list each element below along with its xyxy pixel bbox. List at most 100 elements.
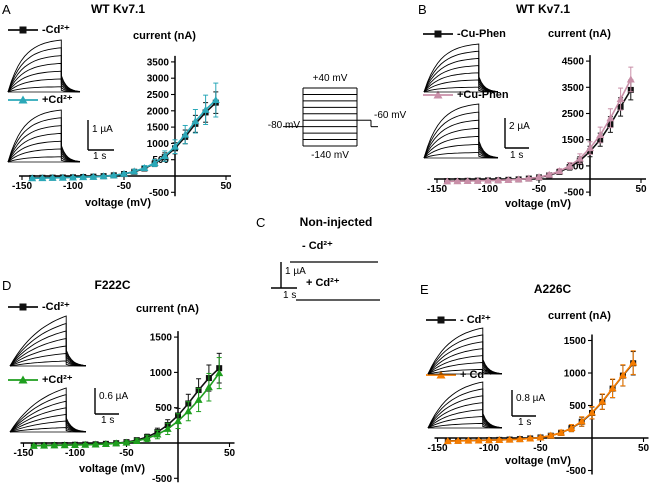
current-traces-inset bbox=[423, 43, 499, 93]
series-line bbox=[447, 89, 632, 182]
scale-bar bbox=[271, 262, 297, 289]
marker-triangle bbox=[99, 172, 108, 180]
marker-triangle bbox=[140, 164, 149, 172]
panel-a-legend-minus-label: -Cd²⁺ bbox=[42, 24, 70, 36]
tick-label: 500 bbox=[155, 403, 172, 414]
tick-label: -50 bbox=[533, 443, 548, 454]
panel-d-legend-plus-label: +Cd²⁺ bbox=[42, 374, 73, 386]
scale-bar bbox=[511, 390, 536, 417]
panel-d-scale-time-label: 1 s bbox=[101, 415, 115, 426]
current-trace bbox=[423, 152, 498, 159]
tick-label: 1500 bbox=[562, 135, 585, 146]
panel-d-scale-amplitude-label: 0.6 µA bbox=[99, 391, 129, 402]
marker-triangle bbox=[524, 174, 533, 182]
tick-label: 1000 bbox=[147, 139, 170, 150]
marker-triangle bbox=[526, 434, 535, 442]
tick-label: 1500 bbox=[564, 336, 587, 347]
tick-label: 1500 bbox=[150, 333, 173, 344]
tick-label: 50 bbox=[220, 181, 232, 192]
marker-triangle bbox=[495, 435, 504, 443]
marker-triangle bbox=[485, 436, 493, 444]
panel-d-x-axis-title: voltage (mV) bbox=[78, 463, 145, 475]
panel-b-scale-amplitude-label: 2 µA bbox=[509, 121, 530, 132]
marker-triangle bbox=[454, 436, 463, 444]
marker-triangle bbox=[191, 117, 200, 125]
protocol-holding-label: -80 mV bbox=[267, 120, 300, 131]
tick-label: -150 bbox=[427, 443, 447, 454]
current-trace bbox=[423, 103, 499, 159]
iv-series bbox=[443, 350, 638, 445]
tick-label: 3500 bbox=[147, 57, 170, 68]
marker-triangle bbox=[473, 176, 482, 184]
panel-c-title: Non-injected bbox=[299, 215, 373, 229]
current-trace bbox=[7, 55, 81, 93]
panel-e-scale-time-label: 1 s bbox=[518, 417, 532, 428]
marker-triangle bbox=[577, 417, 586, 425]
current-traces-inset bbox=[9, 315, 87, 367]
tick-label: 2000 bbox=[147, 106, 170, 117]
marker-triangle bbox=[546, 431, 555, 439]
tick-label: -100 bbox=[478, 184, 498, 195]
current-traces-inset bbox=[427, 327, 503, 375]
marker-triangle bbox=[626, 75, 635, 83]
panel-a-scale-time-label: 1 s bbox=[93, 151, 107, 162]
marker-triangle bbox=[163, 424, 172, 432]
protocol-bottom-step-label: -140 mV bbox=[311, 150, 349, 161]
marker-triangle bbox=[58, 173, 67, 181]
scale-bar bbox=[504, 118, 529, 149]
panel-e-letter: E bbox=[420, 282, 429, 297]
series-line bbox=[32, 102, 217, 179]
panel-b-x-axis-title: voltage (mV) bbox=[504, 198, 571, 210]
marker-triangle bbox=[109, 171, 118, 179]
current-trace bbox=[7, 78, 81, 93]
marker-triangle bbox=[545, 170, 554, 178]
marker-triangle bbox=[575, 154, 584, 162]
tick-label: 4500 bbox=[562, 57, 585, 68]
panel-c-letter: C bbox=[256, 215, 266, 230]
panel-b-legend-plus-label: +Cu-Phen bbox=[457, 89, 509, 101]
marker-triangle bbox=[130, 167, 139, 175]
marker-triangle bbox=[504, 175, 513, 183]
tick-label: 1000 bbox=[150, 368, 173, 379]
panel-c-scale-time-label: 1 s bbox=[283, 290, 297, 301]
panel-c-minus-trace-label: - Cd²⁺ bbox=[302, 240, 333, 252]
iv-series bbox=[29, 357, 224, 449]
marker-triangle bbox=[89, 172, 98, 180]
marker-triangle bbox=[112, 439, 121, 447]
tick-label: -500 bbox=[149, 188, 169, 199]
iv-plot-D: -500 500 1000 1500 -150 -100 -50 50 bbox=[13, 331, 235, 484]
marker-triangle bbox=[171, 142, 179, 150]
marker-triangle bbox=[120, 169, 128, 177]
tick-label: -50 bbox=[119, 448, 134, 459]
voltage-protocol-diagram bbox=[283, 87, 378, 147]
legend-marker bbox=[8, 303, 38, 311]
marker-triangle bbox=[608, 384, 617, 392]
marker-triangle bbox=[535, 173, 543, 181]
marker-triangle bbox=[29, 441, 38, 449]
panel-c-scale-amplitude-label: 1 µA bbox=[285, 266, 306, 277]
legend-marker bbox=[8, 95, 38, 104]
marker-triangle bbox=[586, 144, 594, 152]
panel-a-y-axis-title: current (nA) bbox=[133, 30, 196, 42]
protocol-tail-step-label: -60 mV bbox=[374, 110, 407, 121]
protocol-top-step-label: +40 mV bbox=[312, 73, 348, 84]
iv-plot-E: -500 500 1000 1500 -150 -100 -50 50 bbox=[427, 334, 649, 477]
marker-triangle bbox=[204, 383, 213, 391]
marker-triangle bbox=[91, 440, 100, 448]
marker-triangle bbox=[555, 167, 564, 175]
marker-triangle bbox=[565, 161, 574, 169]
legend-marker bbox=[423, 30, 453, 38]
tick-label: 500 bbox=[152, 155, 169, 166]
tick-label: 3000 bbox=[147, 74, 170, 85]
tick-label: -500 bbox=[566, 466, 586, 477]
tick-label: 50 bbox=[635, 184, 647, 195]
marker-triangle bbox=[184, 407, 193, 415]
panel-a-legend-plus-label: +Cd²⁺ bbox=[42, 94, 73, 106]
panel-c-plus-trace-label: + Cd²⁺ bbox=[306, 277, 340, 289]
panel-b-y-axis-title: current (nA) bbox=[548, 28, 611, 40]
marker-triangle bbox=[28, 174, 37, 182]
marker-triangle bbox=[215, 369, 224, 377]
tick-label: 2500 bbox=[147, 90, 170, 101]
